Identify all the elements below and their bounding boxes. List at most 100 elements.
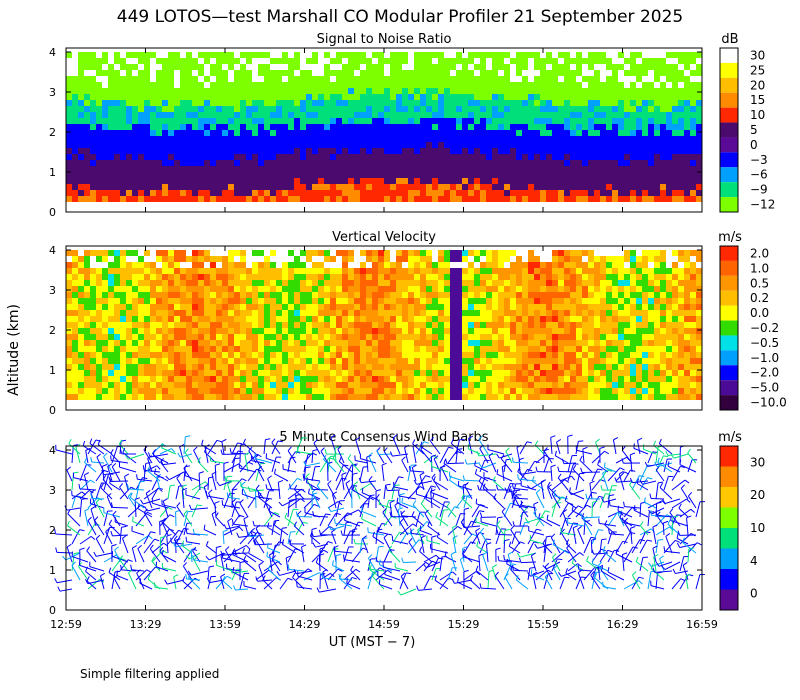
wind-barb	[206, 495, 225, 500]
wind-barb	[166, 536, 169, 554]
wind-barb	[601, 570, 617, 581]
wind-barb	[84, 462, 97, 473]
wind-barb	[530, 539, 545, 545]
wind-barb	[266, 457, 281, 464]
snr-cells	[66, 52, 702, 202]
wind-barb	[511, 531, 517, 545]
wind-barb	[470, 579, 481, 590]
wind-barb	[190, 570, 209, 576]
wind-barb	[154, 473, 169, 482]
wind-barb	[602, 550, 617, 563]
velocity-cells	[66, 250, 702, 400]
x-tick-label: 16:29	[607, 618, 639, 631]
x-tick-label: 13:59	[209, 618, 241, 631]
wind-barb	[197, 461, 209, 473]
wind-barb	[112, 534, 129, 537]
wind-barb	[631, 576, 640, 590]
wind-barb	[383, 500, 390, 518]
wind-barb	[659, 558, 665, 572]
wind-barb	[182, 580, 193, 590]
wind-barb	[167, 485, 171, 500]
wind-barb	[543, 536, 547, 554]
x-tick-label: 14:29	[289, 618, 321, 631]
wind-barb	[430, 491, 433, 509]
wind-barb	[318, 555, 321, 572]
wind-barb	[619, 517, 633, 527]
wind-barb	[79, 535, 92, 545]
wind-barb	[432, 498, 449, 509]
wind-barb	[575, 441, 579, 455]
wind-barb	[603, 586, 617, 590]
wind-barb	[639, 531, 646, 545]
colorbar: 2.01.00.50.20.0−0.2−0.5−1.0−2.0−5.0−10.0	[719, 245, 787, 411]
wind-barb	[144, 469, 161, 473]
wind-barb	[655, 503, 658, 518]
wind-barb	[71, 495, 89, 500]
wind-barb	[56, 551, 73, 554]
wind-barb	[323, 459, 337, 473]
wind-barb	[607, 467, 621, 482]
wind-barb	[679, 464, 697, 473]
wind-barb	[575, 473, 580, 491]
wind-barb	[399, 523, 414, 536]
x-tick-label: 16:59	[686, 618, 718, 631]
wind-barb	[207, 566, 210, 581]
wind-barb	[100, 487, 113, 500]
wind-barb	[287, 488, 302, 500]
colorbar-swatch	[720, 197, 738, 212]
wind-barb	[592, 563, 609, 572]
wind-barb	[263, 577, 277, 590]
wind-barb	[383, 451, 393, 464]
wind-barb	[599, 550, 609, 563]
y-tick-label: 1	[49, 564, 56, 577]
wind-barb	[295, 568, 309, 581]
wind-barb	[130, 497, 145, 509]
wind-barb	[455, 439, 460, 455]
wind-barb	[223, 526, 240, 536]
wind-barb	[351, 474, 354, 491]
wind-barb	[459, 559, 465, 572]
wind-barb	[203, 529, 217, 536]
wind-barb	[263, 490, 270, 509]
wind-barb	[433, 458, 441, 473]
colorbar-swatch	[720, 260, 738, 276]
wind-barb	[86, 550, 97, 563]
wind-barb	[247, 532, 258, 545]
wind-barb	[583, 492, 593, 509]
wind-barb	[351, 547, 364, 563]
wind-barb	[487, 571, 490, 590]
wind-barb	[90, 508, 97, 527]
colorbar-swatch	[720, 446, 738, 467]
wind-barb	[258, 565, 265, 581]
colorbar-label: 30	[750, 455, 765, 469]
wind-barb	[399, 522, 409, 536]
wind-barb	[383, 549, 391, 563]
wind-barb	[267, 526, 281, 536]
wind-barb	[407, 486, 421, 500]
wind-barbs	[54, 434, 705, 596]
wind-barb	[550, 537, 561, 554]
wind-barb	[67, 513, 81, 527]
wind-barb	[566, 543, 577, 554]
colorbar-label: 0	[750, 587, 758, 601]
wind-barb	[152, 452, 161, 464]
wind-barb	[379, 503, 393, 509]
wind-barb	[346, 582, 361, 590]
wind-barb	[103, 512, 121, 518]
wind-barb	[210, 460, 225, 464]
wind-barb	[268, 510, 281, 518]
wind-barb	[89, 442, 105, 455]
wind-barb	[425, 498, 441, 509]
wind-barb	[527, 541, 535, 554]
wind-barb	[656, 515, 665, 527]
wind-barb	[183, 577, 196, 590]
wind-barb	[562, 512, 569, 527]
wind-barb	[159, 550, 169, 563]
wind-barb	[132, 521, 145, 527]
wind-barb	[519, 522, 526, 536]
x-axis-label: UT (MST − 7)	[329, 635, 416, 650]
wind-barb	[506, 489, 521, 493]
wind-barb	[589, 483, 593, 500]
wind-barb	[591, 468, 598, 482]
